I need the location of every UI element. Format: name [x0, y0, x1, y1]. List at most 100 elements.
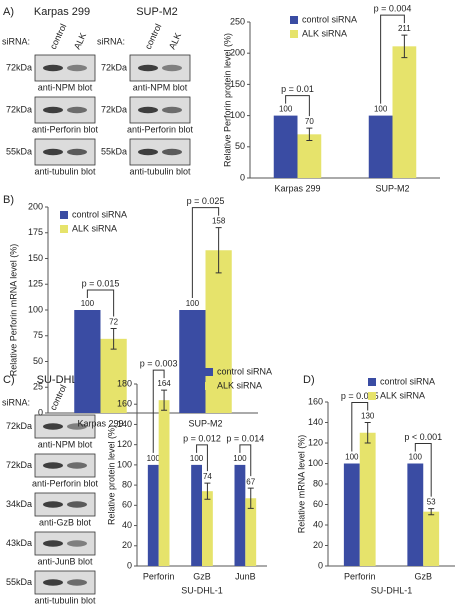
marker-label: 43kDa: [6, 538, 32, 548]
legend-swatch: [290, 16, 298, 24]
blot-band: [43, 64, 63, 72]
y-tick-label: 175: [28, 227, 43, 237]
y-tick-label: 40: [122, 520, 132, 530]
y-axis-label: Relative Perforin protein level (%): [222, 33, 232, 167]
sirna-label: siRNA:: [2, 36, 30, 46]
blot-band: [43, 462, 63, 469]
blot-label: anti-tubulin blot: [34, 166, 96, 176]
value-label: 72: [109, 318, 118, 327]
y-axis-label: Relative Perforin mRNA level (%): [8, 244, 18, 377]
error-bar: [401, 34, 408, 59]
value-label: 100: [190, 454, 204, 463]
blot-label: anti-tubulin blot: [129, 166, 191, 176]
blot-image: [34, 531, 96, 556]
bar: [202, 491, 213, 566]
y-tick-label: 160: [117, 399, 132, 409]
bar: [147, 464, 159, 566]
x-tick-label: Perforin: [143, 571, 175, 581]
blot-band: [67, 462, 87, 469]
bar: [407, 463, 424, 566]
value-label: 100: [233, 454, 247, 463]
x-axis-label: SU-DHL-1: [371, 585, 413, 595]
error-bar: [306, 127, 313, 142]
marker-label: 72kDa: [101, 62, 127, 72]
bar: [100, 338, 127, 413]
bar: [234, 464, 246, 566]
x-tick-label: SUP-M2: [375, 183, 409, 193]
error-bar: [204, 482, 211, 500]
y-tick-label: 125: [28, 279, 43, 289]
marker-label: 34kDa: [6, 499, 32, 509]
value-label: 158: [212, 217, 226, 226]
p-value: p = 0.025: [187, 196, 225, 206]
y-axis-label: Relative mRNA level (%): [296, 435, 306, 534]
y-tick-label: 20: [313, 540, 323, 550]
x-tick-label: GzB: [193, 571, 211, 581]
lane-label: ALK: [167, 31, 183, 51]
p-value: p = 0.015: [82, 278, 120, 288]
value-label: 100: [374, 105, 388, 114]
y-tick-label: 180: [117, 378, 132, 388]
bar: [245, 498, 257, 566]
panel-label: D): [303, 374, 315, 386]
blot-band: [67, 501, 87, 508]
y-tick-label: 100: [117, 459, 132, 469]
p-value: p = 0.012: [183, 433, 221, 443]
x-tick-label: Karpas 299: [77, 418, 123, 428]
blot-image: [34, 492, 96, 517]
y-tick-label: 160: [308, 396, 323, 406]
cell-line: Karpas 299: [34, 6, 90, 18]
value-label: 100: [279, 105, 293, 114]
y-tick-label: 80: [122, 479, 132, 489]
blot-label: anti-NPM blot: [133, 82, 188, 92]
blot-band: [67, 148, 87, 156]
blot-image: [34, 570, 96, 595]
y-tick-label: 40: [313, 519, 323, 529]
blot-label: anti-GzB blot: [39, 517, 92, 527]
blot-band: [67, 106, 87, 114]
marker-label: 55kDa: [6, 577, 32, 587]
significance-bracket: [191, 207, 220, 298]
blot-band: [67, 579, 87, 586]
value-label: 100: [81, 299, 95, 308]
legend-label: ALK siRNA: [72, 223, 117, 233]
legend-swatch: [205, 382, 213, 390]
y-tick-label: 0: [38, 407, 43, 417]
blot-band: [43, 423, 63, 430]
bar: [179, 310, 206, 413]
bar: [273, 115, 298, 178]
x-tick-label: Karpas 299: [274, 183, 320, 193]
y-tick-label: 140: [117, 419, 132, 429]
legend-label: control siRNA: [217, 366, 272, 376]
value-label: 100: [147, 454, 161, 463]
lane-label: control: [48, 22, 68, 51]
sirna-label: siRNA:: [2, 397, 30, 407]
y-tick-label: 120: [117, 439, 132, 449]
value-label: 74: [203, 472, 212, 481]
error-bar: [428, 508, 435, 516]
blot-label: anti-Perforin blot: [32, 124, 99, 134]
legend-swatch: [368, 378, 376, 386]
significance-bracket: [152, 369, 165, 453]
blot-band: [43, 148, 63, 156]
p-value: p = 0.014: [226, 433, 264, 443]
blot-image: [34, 453, 96, 478]
legend-swatch: [368, 392, 376, 400]
marker-label: 72kDa: [6, 104, 32, 114]
significance-bracket: [86, 289, 115, 317]
lane-label: ALK: [72, 31, 88, 51]
marker-label: 72kDa: [101, 104, 127, 114]
cell-line: SUP-M2: [136, 6, 178, 18]
legend-label: ALK siRNA: [380, 390, 425, 400]
significance-bracket: [196, 444, 208, 472]
value-label: 100: [409, 453, 423, 462]
significance-bracket: [239, 444, 252, 477]
lane-label: control: [143, 22, 163, 51]
x-tick-label: Perforin: [344, 571, 376, 581]
legend-label: control siRNA: [302, 14, 357, 24]
error-bar: [247, 487, 254, 509]
error-bar: [110, 328, 117, 350]
bar: [74, 310, 101, 413]
marker-label: 55kDa: [101, 146, 127, 156]
y-tick-label: 150: [230, 79, 245, 89]
